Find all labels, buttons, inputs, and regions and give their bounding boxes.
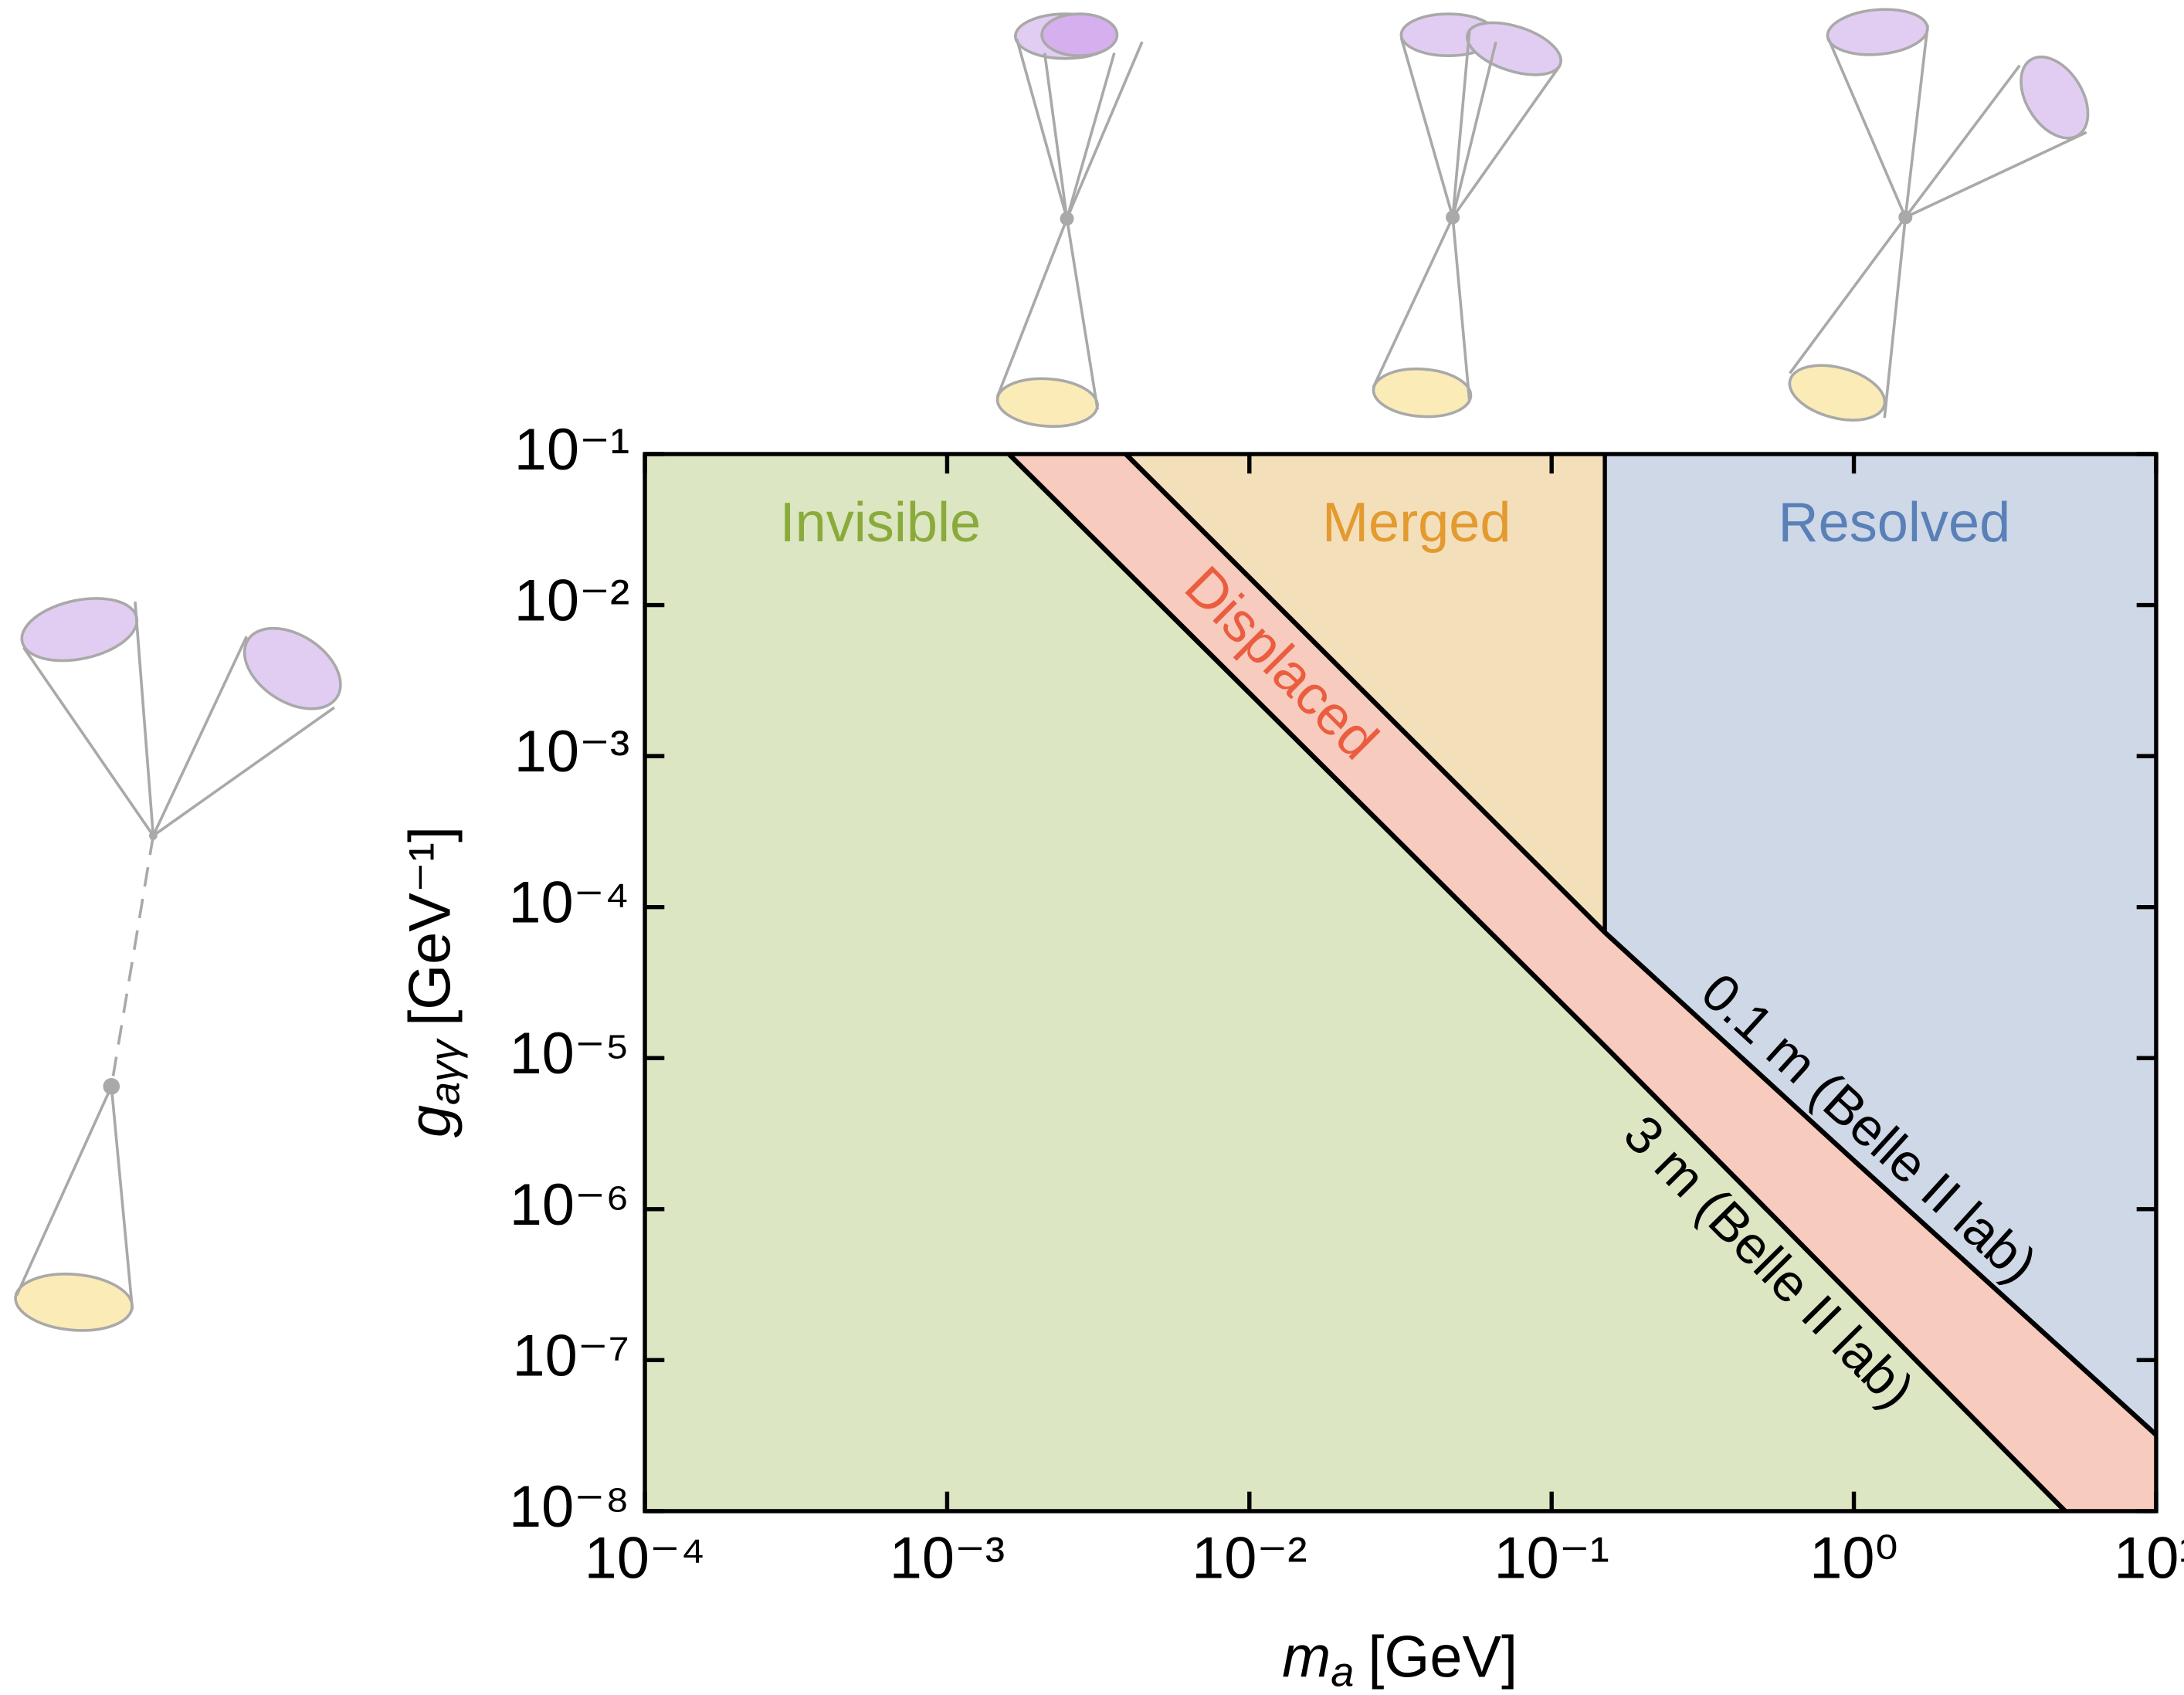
y-axis-label: gaγγ [GeV⁻¹]: [398, 826, 469, 1137]
axis-subscript: aγγ: [422, 1038, 469, 1105]
x-tick-label: 10¹: [2114, 1526, 2184, 1592]
chart: InvisibleDisplacedMergedResolved0.1 m (B…: [0, 0, 2184, 1695]
y-tick-label: 10⁻⁷: [513, 1323, 630, 1388]
y-tick-label: 10⁻⁸: [509, 1474, 629, 1540]
axis-symbol: m: [1282, 1625, 1331, 1690]
diagram-left: [13, 588, 355, 1334]
axis-unit: [GeV⁻¹]: [398, 826, 463, 1026]
diagram-resolved: [1784, 5, 2102, 429]
x-tick-label: 10⁻¹: [1494, 1526, 1609, 1592]
y-tick-label: 10⁻⁴: [508, 870, 629, 936]
region-label: Merged: [1322, 492, 1511, 554]
y-tick-label: 10⁻³: [514, 719, 629, 785]
plot-area: [645, 385, 2184, 1581]
x-tick-label: 10⁰: [1809, 1526, 1898, 1592]
y-tick-label: 10⁻²: [514, 568, 629, 634]
diagram-overlap: [1372, 12, 1567, 419]
axis-unit: [GeV]: [1368, 1625, 1518, 1690]
y-tick-label: 10⁻¹: [514, 417, 629, 483]
y-tick-label: 10⁻⁶: [510, 1172, 629, 1238]
x-tick-label: 10⁻²: [1192, 1526, 1307, 1592]
x-tick-label: 10⁻³: [890, 1526, 1005, 1592]
axis-symbol: g: [398, 1105, 463, 1137]
region-label: Invisible: [780, 492, 982, 554]
region-label: Resolved: [1779, 492, 2011, 554]
diagram-merged: [995, 14, 1142, 429]
page: {"chart_data": { "type": "region", "xlab…: [0, 0, 2184, 1695]
axis-subscript: a: [1331, 1649, 1354, 1695]
x-axis-label: ma [GeV]: [1282, 1625, 1518, 1695]
y-tick-label: 10⁻⁵: [510, 1021, 630, 1086]
